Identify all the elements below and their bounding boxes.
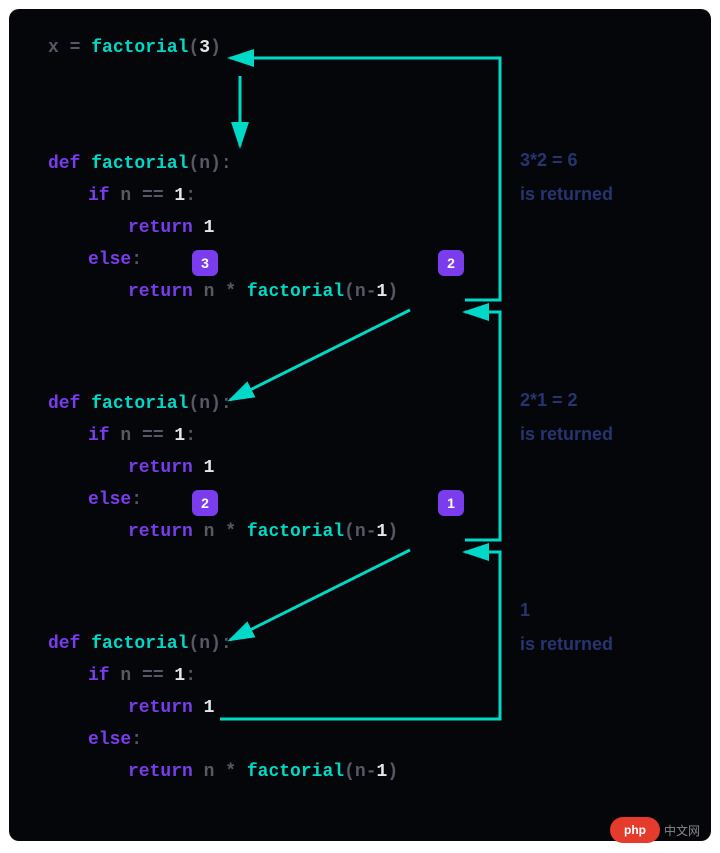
def-line-2: def factorial(n):	[48, 634, 232, 654]
return1-line-0: return 1	[128, 218, 214, 238]
annotation-text: is returned	[520, 634, 613, 655]
top-call: x = factorial(3)	[48, 38, 221, 58]
value-badge: 1	[438, 490, 464, 516]
annotation-text: 1	[520, 600, 530, 621]
else-line-0: else:	[88, 250, 142, 270]
if-line-1: if n == 1:	[88, 426, 196, 446]
watermark: php 中文网	[610, 817, 708, 843]
annotation-text: 3*2 = 6	[520, 150, 578, 171]
value-badge: 2	[192, 490, 218, 516]
else-line-1: else:	[88, 490, 142, 510]
returnn-line-0: return n * factorial(n-1)	[128, 282, 398, 302]
def-line-1: def factorial(n):	[48, 394, 232, 414]
watermark-suffix: 中文网	[664, 822, 700, 839]
value-badge: 2	[438, 250, 464, 276]
annotation-text: 2*1 = 2	[520, 390, 578, 411]
return1-line-2: return 1	[128, 698, 214, 718]
watermark-pill: php	[610, 817, 660, 843]
if-line-0: if n == 1:	[88, 186, 196, 206]
return1-line-1: return 1	[128, 458, 214, 478]
if-line-2: if n == 1:	[88, 666, 196, 686]
annotation-text: is returned	[520, 184, 613, 205]
annotation-text: is returned	[520, 424, 613, 445]
returnn-line-2: return n * factorial(n-1)	[128, 762, 398, 782]
else-line-2: else:	[88, 730, 142, 750]
def-line-0: def factorial(n):	[48, 154, 232, 174]
value-badge: 3	[192, 250, 218, 276]
returnn-line-1: return n * factorial(n-1)	[128, 522, 398, 542]
